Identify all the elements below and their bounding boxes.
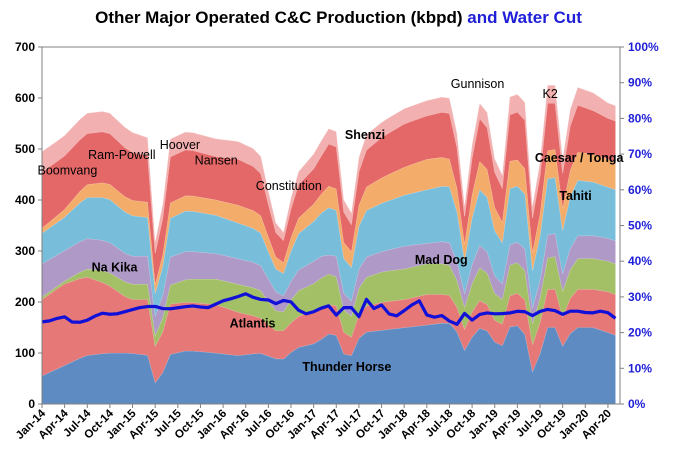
y2-tick-label: 60% (628, 183, 652, 197)
annotation-shenzi: Shenzi (345, 128, 385, 142)
chart-title: Other Major Operated C&C Production (kbp… (0, 8, 677, 28)
area-series-group (41, 84, 616, 404)
annotation-caesar-tonga: Caesar / Tonga (535, 151, 625, 165)
y2-tick-label: 70% (628, 147, 652, 161)
annotation-k2: K2 (542, 87, 557, 101)
chart-title-accent: and Water Cut (467, 8, 582, 27)
y-tick-label: 200 (15, 295, 35, 309)
y-tick-label: 300 (15, 244, 35, 258)
y-tick-label: 700 (15, 40, 35, 54)
area-series-thunder-horse (42, 323, 616, 404)
annotation-constitution: Constitution (256, 179, 322, 193)
y-tick-label: 600 (15, 91, 35, 105)
annotation-gunnison: Gunnison (451, 77, 505, 91)
area-series-tahiti (42, 177, 616, 317)
y2-tick-label: 10% (628, 361, 652, 375)
water-cut-line (41, 292, 617, 326)
annotation-mad-dog: Mad Dog (415, 253, 468, 267)
annotation-thunder-horse: Thunder Horse (302, 360, 391, 374)
area-series-atlantis (42, 277, 616, 383)
area-series-mad-dog (42, 233, 616, 336)
y2-tick-label: 50% (628, 219, 652, 233)
area-series-caesar-tonga (42, 149, 616, 294)
annotation-ram-powell: Ram-Powell (88, 148, 155, 162)
y2-tick-label: 100% (628, 40, 659, 54)
chart-title-main: Other Major Operated C&C Production (kbp… (95, 8, 463, 27)
area-series-shenzi (42, 103, 616, 285)
annotation-atlantis: Atlantis (230, 317, 276, 331)
y-tick-label: 400 (15, 193, 35, 207)
annotation-boomvang: Boomvang (38, 164, 98, 178)
annotation-hoover: Hoover (160, 138, 200, 152)
area-series-na-kika (42, 256, 616, 347)
y-tick-label: 500 (15, 142, 35, 156)
y2-tick-label: 20% (628, 326, 652, 340)
annotation-na-kika: Na Kika (92, 260, 139, 274)
annotation-tahiti: Tahiti (559, 189, 591, 203)
y2-tick-label: 80% (628, 111, 652, 125)
y2-tick-label: 40% (628, 254, 652, 268)
water-cut-group (41, 292, 617, 326)
annotation-nansen: Nansen (195, 153, 238, 167)
y2-tick-label: 30% (628, 290, 652, 304)
y2-tick-label: 0% (628, 397, 646, 411)
y-tick-label: 0 (28, 397, 35, 411)
y2-tick-label: 90% (628, 76, 652, 90)
y-tick-label: 100 (15, 346, 35, 360)
area-edge-others (41, 84, 616, 242)
